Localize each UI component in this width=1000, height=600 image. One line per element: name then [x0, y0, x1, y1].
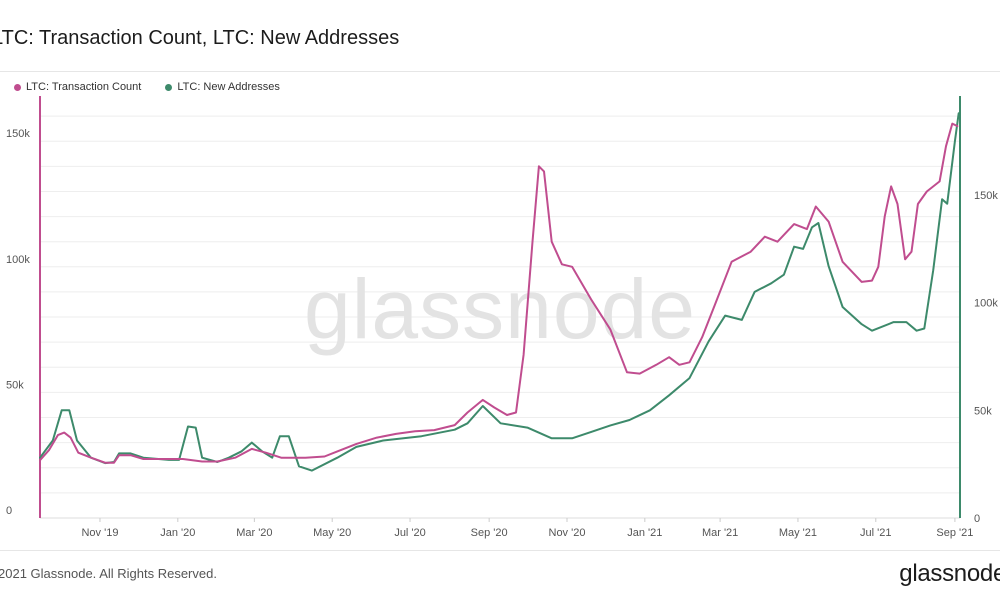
legend-dot-new-addresses [165, 83, 173, 91]
x-tick-label: Mar '20 [236, 527, 272, 539]
y-right-tick-label: 50k [974, 405, 992, 417]
x-tick-label: Mar '21 [702, 527, 738, 539]
y-left-tick-label: 50k [6, 379, 24, 391]
x-tick-label: Sep '21 [936, 527, 973, 539]
y-left-tick-label: 0 [6, 505, 12, 517]
series-line-transaction-count[interactable] [39, 122, 959, 464]
x-tick-label: Jan '20 [160, 527, 195, 539]
x-tick-label: May '21 [779, 527, 817, 539]
glassnode-logo[interactable]: glassnode [899, 560, 1000, 587]
x-tick-label: Jul '20 [394, 527, 425, 539]
legend-item-transaction-count[interactable]: LTC: Transaction Count [14, 81, 141, 93]
series-lines[interactable] [39, 112, 960, 472]
chart-title: LTC: Transaction Count, LTC: New Address… [0, 27, 400, 49]
y-right-tick-label: 100k [974, 298, 998, 310]
axes: 0 50k 100k 150k 0 50k 100k 150k Nov '19 Jan '20 Ma… [6, 96, 998, 539]
x-tick-label: Jul '21 [860, 527, 891, 539]
x-tick-label: Sep '20 [471, 527, 508, 539]
x-tick-label: Nov '20 [549, 527, 586, 539]
watermark-text: glassnode [304, 262, 696, 356]
y-left-tick-label: 150k [6, 128, 30, 140]
title-divider [0, 71, 1000, 72]
y-right-tick-label: 0 [974, 513, 980, 525]
legend-label-transaction-count: LTC: Transaction Count [26, 81, 142, 93]
x-tick-label: Jan '21 [627, 527, 662, 539]
y-right-tick-label: 150k [974, 190, 998, 202]
y-left-tick-label: 100k [6, 254, 30, 266]
legend-label-new-addresses: LTC: New Addresses [177, 81, 280, 93]
x-tick-label: Nov '19 [81, 527, 118, 539]
legend-dot-transaction-count [14, 83, 21, 91]
chart-legend[interactable]: LTC: Transaction Count LTC: New Addresse… [14, 81, 280, 93]
footer-divider [0, 550, 1000, 551]
x-tick-label: May '20 [313, 527, 351, 539]
legend-item-new-addresses[interactable]: LTC: New Addresses [165, 81, 280, 93]
copyright-text: 2021 Glassnode. All Rights Reserved. [0, 566, 217, 581]
